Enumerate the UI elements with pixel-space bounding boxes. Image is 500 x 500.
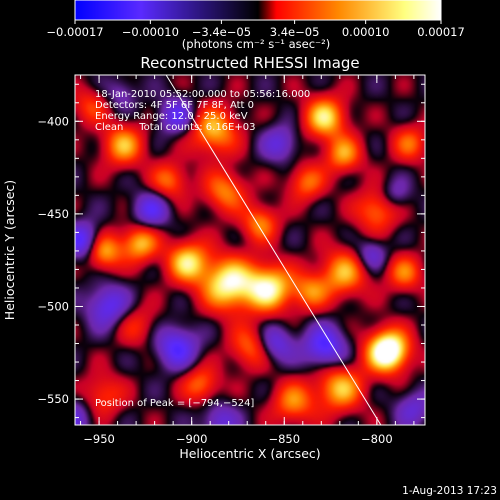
colorbar-tick-label: −0.00010 <box>122 25 179 39</box>
x-tick-label: −900 <box>176 432 208 446</box>
colorbar-tick-label: 0.00010 <box>342 25 390 39</box>
info-energy-range: Energy Range: 12.0 - 25.0 keV <box>95 111 248 122</box>
colorbar-unit-label: (photons cm⁻² s⁻¹ asec⁻²) <box>182 37 330 51</box>
colorbar-tick-label: −0.00017 <box>46 25 103 39</box>
chart-title: Reconstructed RHESSI Image <box>140 54 359 72</box>
info-block: 18-Jan-2010 05:52:00.000 to 05:56:16.000… <box>95 89 310 133</box>
y-tick-label: −550 <box>37 392 69 406</box>
info-counts: Clean Total counts: 6.16E+03 <box>95 122 255 133</box>
colorbar-gradient <box>75 0 441 20</box>
y-tick-label: −450 <box>37 207 69 221</box>
x-tick-label: −850 <box>268 432 300 446</box>
y-axis: −400 −450 −500 −550 <box>37 83 425 419</box>
solar-limb-line <box>165 75 382 425</box>
colorbar-frame <box>74 0 442 21</box>
plot-frame <box>74 74 426 426</box>
colorbar-tick-label: −3.4e−05 <box>192 25 251 39</box>
x-axis-label: Heliocentric X (arcsec) <box>179 446 320 461</box>
heatmap-image <box>75 75 425 425</box>
colorbar-ticks: −0.00017 −0.00010 −3.4e−05 3.4e−05 0.00010 0.… <box>46 20 465 39</box>
info-time-range: 18-Jan-2010 05:52:00.000 to 05:56:16.000 <box>95 89 310 100</box>
colorbar: −0.00017 −0.00010 −3.4e−05 3.4e−05 0.00010 0.… <box>46 0 465 51</box>
x-axis: −950 −900 −850 −800 <box>80 75 415 446</box>
x-tick-label: −950 <box>83 432 115 446</box>
peak-position-label: Position of Peak = [−794,−524] <box>95 398 254 409</box>
y-tick-label: −500 <box>37 299 69 313</box>
colorbar-tick-label: 0.00017 <box>417 25 465 39</box>
colorbar-tick-label: 3.4e−05 <box>270 25 320 39</box>
x-tick-label: −800 <box>361 432 393 446</box>
y-tick-label: −400 <box>37 114 69 128</box>
y-axis-label: Heliocentric Y (arcsec) <box>2 180 17 320</box>
timestamp: 1-Aug-2013 17:23 <box>402 485 497 497</box>
info-detectors: Detectors: 4F 5F 6F 7F 8F, Att 0 <box>95 100 254 111</box>
